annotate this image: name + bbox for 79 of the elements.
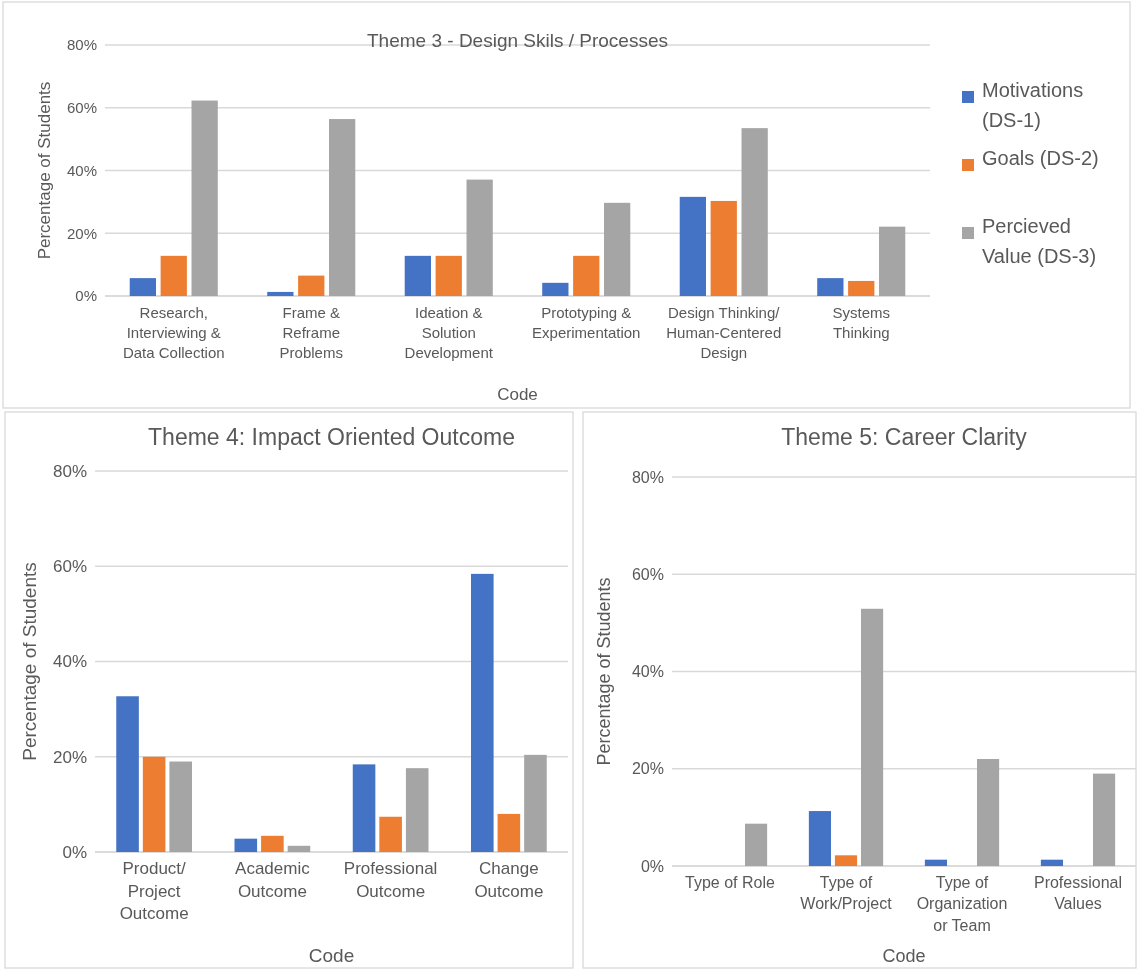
x-tick-label: Professional Outcome <box>343 859 438 901</box>
bar <box>848 280 875 296</box>
y-tick-label: 60% <box>66 99 97 116</box>
legend-label: Motivations (DS-1) <box>982 79 1084 131</box>
bar <box>1040 859 1064 866</box>
bar <box>466 179 493 296</box>
bar <box>604 202 631 296</box>
bar <box>542 282 569 296</box>
bar <box>808 811 832 866</box>
y-tick-label: 20% <box>52 747 87 767</box>
y-tick-label: 0% <box>640 857 664 875</box>
chart-title: Theme 3 - Design Skils / Processes <box>367 30 668 51</box>
y-axis-title: Percentage of Students <box>594 577 614 766</box>
x-tick-label: Type of Organization or Team <box>916 874 1008 934</box>
x-tick-label: Design Thinking/ Human-Centered Design <box>666 304 782 361</box>
y-tick-label: 0% <box>75 287 97 305</box>
bar <box>679 196 706 296</box>
bar <box>352 764 376 852</box>
y-tick-label: 20% <box>631 760 664 778</box>
bar <box>298 275 325 296</box>
bar <box>191 100 218 296</box>
bar <box>860 608 884 866</box>
bar <box>471 573 494 852</box>
x-tick-label: Professional Values <box>1033 874 1123 913</box>
x-axis-title: Code <box>497 385 538 404</box>
y-tick-label: 0% <box>62 842 87 862</box>
x-axis-title: Code <box>308 945 355 966</box>
bar <box>817 278 844 296</box>
bar <box>744 823 768 866</box>
x-tick-label: Frame & Reframe Problems <box>279 304 343 361</box>
y-tick-label: 80% <box>52 461 87 481</box>
x-tick-label: Research, Interviewing & Data Collection <box>122 304 225 361</box>
bar <box>405 768 429 852</box>
x-tick-label: Systems Thinking <box>832 304 891 341</box>
bar <box>169 761 192 852</box>
bar <box>116 696 139 852</box>
x-tick-label: Ideation & Solution Development <box>404 304 494 361</box>
y-axis-title: Percentage of Students <box>35 81 54 260</box>
y-tick-label: 40% <box>52 652 87 672</box>
bar <box>329 119 356 296</box>
y-tick-label: 40% <box>631 663 664 681</box>
chart-title: Theme 5: Career Clarity <box>781 424 1028 450</box>
x-tick-label: Prototyping & Experimentation <box>532 304 641 341</box>
legend-label: Goals (DS-2) <box>982 147 1099 169</box>
chart-title: Theme 4: Impact Oriented Outcome <box>148 424 515 450</box>
bar <box>1092 773 1116 866</box>
bar <box>234 838 258 852</box>
y-tick-label: 40% <box>66 161 97 179</box>
bar <box>573 255 600 296</box>
bar <box>287 845 311 852</box>
bar <box>160 255 187 296</box>
y-tick-label: 60% <box>52 557 87 577</box>
bar <box>142 756 166 852</box>
y-tick-label: 80% <box>66 36 97 54</box>
y-axis-title: Percentage of Students <box>19 562 40 761</box>
bar <box>976 759 1000 866</box>
bar <box>435 255 462 296</box>
bar <box>129 278 156 296</box>
x-tick-label: Product/ Project Outcome <box>119 859 189 924</box>
x-tick-label: Academic Outcome <box>235 859 311 901</box>
bar <box>710 200 737 296</box>
x-tick-label: Type of Work/Project <box>800 874 893 913</box>
y-tick-label: 60% <box>631 565 664 583</box>
y-tick-label: 80% <box>631 468 664 486</box>
legend-label: Percieved Value (DS-3) <box>982 215 1097 267</box>
x-axis-title: Code <box>882 946 926 966</box>
bar <box>879 226 906 296</box>
bar <box>261 835 284 852</box>
bar <box>741 128 768 296</box>
bar <box>924 859 948 866</box>
bar <box>497 813 521 852</box>
bar <box>267 291 294 296</box>
y-tick-label: 20% <box>66 224 97 242</box>
bar <box>379 816 402 852</box>
bar <box>404 255 431 296</box>
x-tick-label: Type of Role <box>685 874 776 891</box>
x-tick-label: Change Outcome <box>474 859 544 901</box>
bar <box>524 754 547 852</box>
bar <box>834 855 858 866</box>
